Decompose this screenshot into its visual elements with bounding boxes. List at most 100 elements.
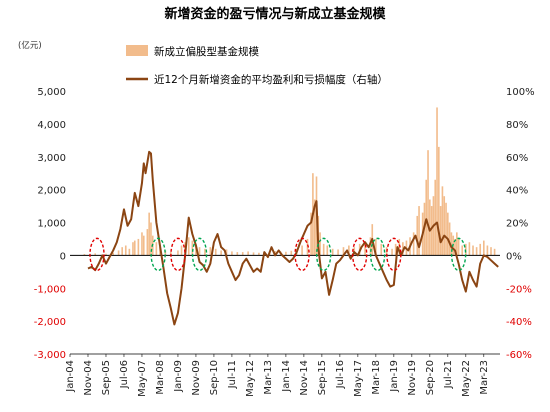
- fund-size-bar: [252, 252, 255, 256]
- x-tick-label: Sep-15: [317, 360, 328, 395]
- x-tick-label: Sep-05: [101, 360, 112, 395]
- x-tick-label: Jul-06: [119, 360, 130, 389]
- fund-size-bar: [247, 251, 249, 256]
- fund-size-bar: [177, 250, 179, 256]
- legend-bar-label: 新成立偏股型基金规模: [154, 45, 259, 58]
- highlight-circle: [351, 237, 368, 272]
- fund-size-bar: [416, 215, 419, 256]
- x-tick-label: Mar-23: [479, 360, 490, 395]
- fund-size-bar: [465, 243, 467, 256]
- highlight-circles: [89, 237, 467, 272]
- fund-size-bar: [450, 232, 453, 256]
- fund-size-bar: [342, 247, 345, 256]
- left-y-tick-label: 5,000: [37, 87, 66, 98]
- right-y-axis: 100% 80% 60% 40% 20% 0% -20% -40% -60%: [506, 87, 535, 361]
- fund-size-bar: [124, 245, 127, 256]
- fund-size-bar: [441, 186, 444, 256]
- fund-size-bar: [209, 247, 212, 256]
- fund-size-bar: [117, 250, 120, 256]
- fund-size-bar: [83, 254, 86, 256]
- fund-size-bar: [461, 245, 464, 256]
- fund-size-bar: [322, 243, 325, 256]
- highlight-circle: [369, 237, 386, 272]
- fund-size-bar: [436, 107, 438, 256]
- fund-size-bar: [306, 238, 309, 256]
- fund-size-bar: [137, 238, 140, 256]
- highlight-circle: [170, 237, 186, 272]
- fund-size-bar: [133, 240, 136, 256]
- fund-size-bar: [445, 202, 447, 256]
- bar-series: [83, 107, 496, 256]
- x-tick-label: Jan-09: [173, 360, 184, 393]
- fund-size-bar: [290, 250, 293, 256]
- fund-size-bar: [258, 252, 260, 256]
- fund-size-bar: [331, 248, 334, 256]
- fund-size-bar: [430, 206, 433, 256]
- highlight-circle: [294, 237, 310, 272]
- fund-size-bar: [128, 248, 131, 256]
- x-tick-label: Jul-21: [443, 360, 454, 389]
- fund-size-bar: [486, 245, 489, 256]
- legend-line-label: 近12个月新增资金的平均盈利和亏损幅度（右轴）: [154, 73, 388, 86]
- fund-size-bar: [204, 248, 206, 256]
- fund-size-bar: [155, 242, 158, 256]
- left-y-tick-label: 3,000: [37, 153, 66, 164]
- x-tick-label: Mar-08: [155, 360, 166, 395]
- fund-size-bar: [472, 245, 474, 256]
- fund-size-bar: [448, 222, 451, 256]
- right-y-tick-label: 0%: [506, 251, 522, 262]
- fund-size-bar: [198, 247, 201, 256]
- fund-size-bar: [301, 245, 303, 256]
- fund-size-bar: [141, 232, 143, 256]
- right-y-tick-label: 60%: [506, 153, 528, 164]
- fund-size-bar: [439, 206, 442, 256]
- fund-size-bar: [391, 248, 393, 256]
- right-y-tick-label: 20%: [506, 219, 528, 230]
- left-y-tick-label: -3,000: [34, 350, 66, 361]
- x-tick-label: Jul-11: [227, 360, 238, 389]
- fund-size-bar: [180, 245, 183, 256]
- fund-size-bar: [142, 235, 145, 256]
- left-y-tick-label: -1,000: [34, 284, 66, 295]
- fund-size-bar: [132, 242, 134, 256]
- left-y-tick-label: 2,000: [37, 186, 66, 197]
- fund-size-bar: [475, 247, 478, 256]
- x-tick-label: Nov-04: [83, 360, 94, 396]
- left-y-axis: 5,000 4,000 3,000 2,000 1,000 0 -1,000 -2,000 -3…: [34, 87, 66, 361]
- x-tick-label: Sep-20: [425, 360, 436, 395]
- left-axis-unit: (亿元): [18, 40, 42, 51]
- highlight-circle: [191, 237, 208, 272]
- fund-size-bar: [434, 179, 437, 256]
- fund-size-bar: [454, 238, 456, 256]
- fund-size-bar: [364, 242, 366, 256]
- x-tick-label: May-17: [353, 360, 364, 397]
- right-y-tick-label: -60%: [506, 350, 532, 361]
- x-tick-label: May-12: [245, 360, 256, 397]
- fund-size-bar: [375, 238, 377, 256]
- fund-size-bar: [112, 252, 114, 256]
- right-y-tick-label: 100%: [506, 87, 535, 98]
- x-tick-label: Jan-04: [65, 360, 76, 393]
- highlight-circle: [386, 237, 402, 272]
- fund-size-bar: [191, 240, 194, 256]
- right-y-tick-label: 40%: [506, 186, 528, 197]
- fund-size-bar: [369, 237, 372, 256]
- fund-size-bar: [164, 250, 167, 256]
- fund-size-bar: [468, 242, 471, 256]
- highlight-circle: [150, 237, 166, 272]
- x-tick-label: Jan-19: [389, 360, 400, 393]
- fund-size-bar: [148, 212, 150, 256]
- fund-size-bar: [427, 150, 429, 256]
- fund-size-bar: [241, 252, 244, 256]
- fund-size-bar: [479, 243, 482, 256]
- highlight-circle: [315, 237, 332, 272]
- fund-size-bar: [319, 232, 321, 256]
- legend: 新成立偏股型基金规模 近12个月新增资金的平均盈利和亏损幅度（右轴）: [126, 45, 388, 86]
- fund-size-bar: [457, 238, 460, 256]
- fund-size-bar: [121, 247, 123, 256]
- right-y-tick-label: -40%: [506, 317, 532, 328]
- x-tick-label: Sep-10: [209, 360, 220, 395]
- fund-size-bar: [225, 249, 228, 256]
- fund-size-bar: [220, 250, 222, 256]
- fund-size-bar: [310, 212, 312, 256]
